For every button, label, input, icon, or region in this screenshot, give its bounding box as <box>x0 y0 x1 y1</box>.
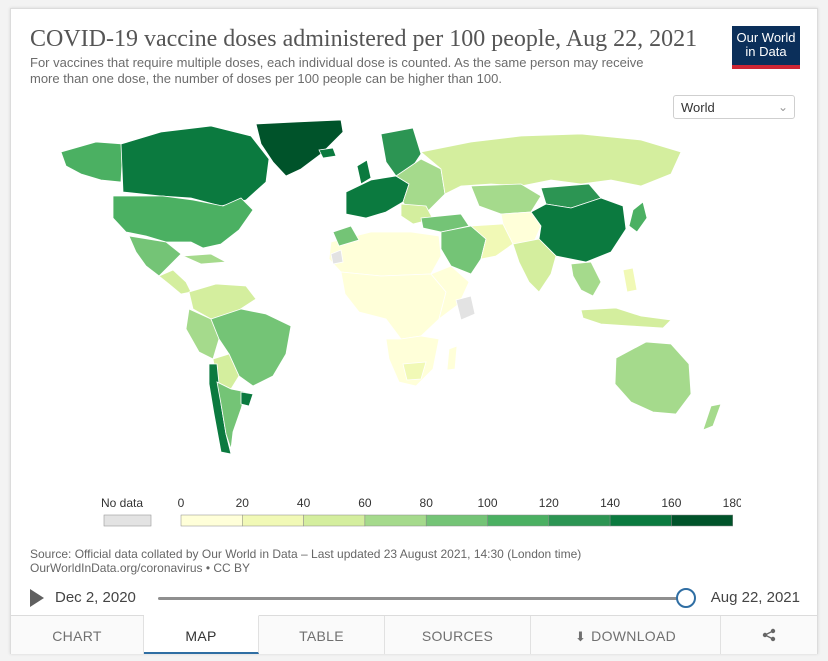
map-central-america <box>158 269 192 295</box>
map-brazil <box>210 308 292 387</box>
chart-title: COVID-19 vaccine doses administered per … <box>30 26 698 52</box>
timeline-end-date: Aug 22, 2021 <box>710 589 800 606</box>
timeline-track[interactable] <box>158 597 686 600</box>
logo-stripe <box>732 65 800 69</box>
legend-tick-label: 140 <box>600 496 620 510</box>
map-kazakhstan <box>470 183 542 215</box>
tab-map[interactable]: MAP <box>144 615 259 654</box>
map-new-zealand <box>702 403 722 431</box>
legend-bin <box>364 514 427 527</box>
map-iceland <box>318 147 337 159</box>
map-no-data-region <box>455 295 476 321</box>
source-line-2[interactable]: OurWorldInData.org/coronavirus • CC BY <box>30 561 251 575</box>
map-indonesia <box>580 307 672 329</box>
legend-bin <box>487 514 550 527</box>
owid-logo[interactable]: Our World in Data <box>732 26 800 69</box>
map-china <box>530 197 627 263</box>
source-note: Source: Official data collated by Our Wo… <box>30 547 581 575</box>
map-russia <box>420 133 682 195</box>
legend-bin <box>609 514 672 527</box>
map-usa <box>112 195 254 249</box>
legend-bin <box>242 514 304 527</box>
share-button[interactable] <box>721 616 817 654</box>
map-argentina <box>216 381 247 450</box>
map-morocco <box>332 225 360 247</box>
map-japan <box>628 201 648 233</box>
map-alaska <box>60 141 124 183</box>
legend-bin <box>548 514 611 527</box>
legend-bin <box>303 514 366 527</box>
map-madagascar <box>446 345 458 371</box>
map-uruguay <box>240 391 254 407</box>
tab-download[interactable]: ⬇ DOWNLOAD <box>531 616 721 654</box>
legend-bin <box>425 514 488 527</box>
region-select[interactable]: World ⌄ <box>673 95 795 119</box>
region-select-value: World <box>681 100 715 115</box>
map-philippines <box>622 267 638 293</box>
map-eastern-europe <box>395 158 446 213</box>
chevron-down-icon: ⌄ <box>777 100 788 114</box>
map-northern-south-america <box>188 283 257 320</box>
legend-no-data-label: No data <box>101 496 143 510</box>
share-icon <box>762 628 776 642</box>
legend-tick-label: 100 <box>477 496 497 510</box>
legend-tick-label: 80 <box>420 496 434 510</box>
map-no-data-region <box>330 249 344 265</box>
timeline-start-date: Dec 2, 2020 <box>55 589 136 606</box>
legend-tick-label: 160 <box>661 496 681 510</box>
logo-line-2: in Data <box>745 44 787 59</box>
tab-table[interactable]: TABLE <box>259 616 385 654</box>
map-caribbean <box>182 253 228 265</box>
legend-tick-label: 20 <box>236 496 250 510</box>
tab-map-label: MAP <box>185 628 217 644</box>
map-central-africa <box>340 271 447 340</box>
legend-no-data-swatch <box>103 514 152 527</box>
timeline-handle[interactable] <box>676 588 696 608</box>
tab-chart[interactable]: CHART <box>11 616 144 654</box>
color-legend: No data 0 20 40 60 80 100 120 140 160 180 <box>101 496 741 527</box>
tab-bar: CHART MAP TABLE SOURCES ⬇ DOWNLOAD <box>11 615 817 654</box>
map-greenland <box>255 119 344 177</box>
map-india <box>512 238 557 293</box>
map-southeast-asia <box>570 261 602 297</box>
download-icon: ⬇ <box>574 629 587 644</box>
map-uk <box>356 159 372 185</box>
tab-sources-label: SOURCES <box>421 628 494 644</box>
source-line-1: Source: Official data collated by Our Wo… <box>30 547 582 561</box>
legend-tick-label: 120 <box>539 496 559 510</box>
map-western-europe <box>345 175 410 219</box>
map-mexico <box>128 235 182 277</box>
tab-table-label: TABLE <box>299 628 344 644</box>
logo-line-1: Our World <box>736 30 796 45</box>
map-south-africa <box>402 361 427 381</box>
tab-download-label: DOWNLOAD <box>591 628 677 644</box>
legend-bin <box>180 514 243 527</box>
map-australia <box>614 341 692 415</box>
chart-frame: COVID-19 vaccine doses administered per … <box>10 8 818 654</box>
tab-sources[interactable]: SOURCES <box>385 616 531 654</box>
legend-tick-label: 180 <box>723 496 741 510</box>
map-north-africa <box>328 231 442 277</box>
play-icon[interactable] <box>30 589 44 607</box>
map-canada <box>120 125 270 207</box>
map-southern-africa <box>385 335 440 387</box>
legend-tick-label: 40 <box>297 496 311 510</box>
legend-tick-label: 0 <box>178 496 185 510</box>
legend-tick-label: 60 <box>358 496 372 510</box>
chart-subtitle: For vaccines that require multiple doses… <box>30 55 644 86</box>
tab-chart-label: CHART <box>52 628 102 644</box>
world-map[interactable] <box>41 114 731 464</box>
timeline: Dec 2, 2020 Aug 22, 2021 <box>30 587 800 609</box>
legend-bin <box>671 514 733 527</box>
